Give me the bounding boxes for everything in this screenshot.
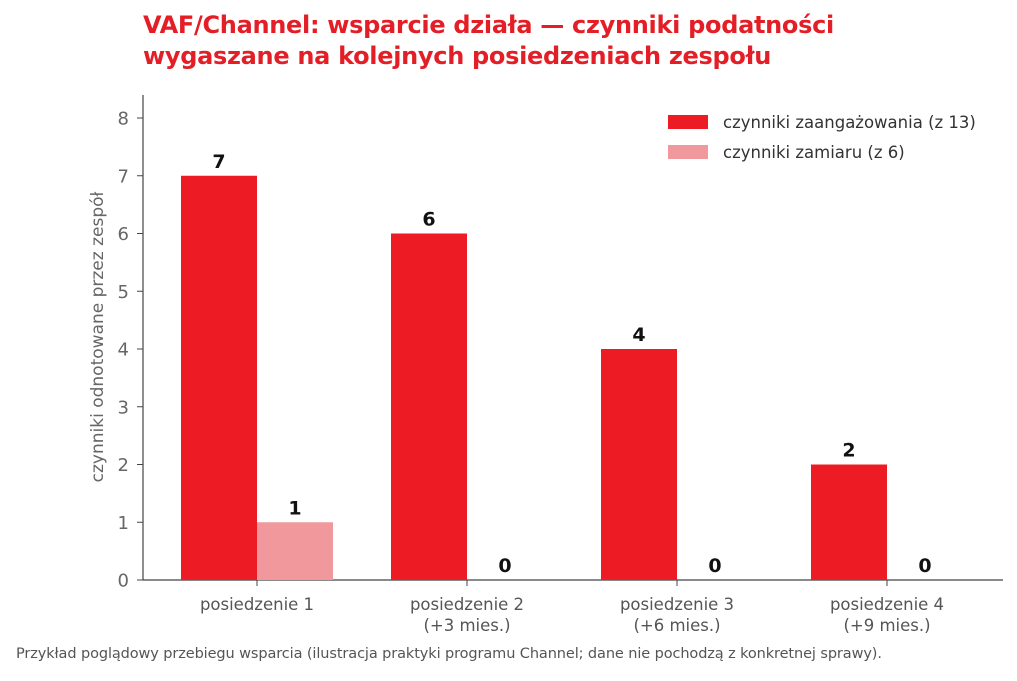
bar-engagement-4 bbox=[811, 464, 887, 580]
y-tick-label: 1 bbox=[118, 513, 129, 534]
x-tick-label: (+3 mies.) bbox=[423, 616, 510, 635]
x-tick-label: (+6 mies.) bbox=[633, 616, 720, 635]
x-tick-label: posiedzenie 4 bbox=[830, 595, 944, 614]
bar-intent-1 bbox=[257, 522, 333, 580]
legend-label: czynniki zaangażowania (z 13) bbox=[723, 113, 976, 132]
chart-title-line-2: wygaszane na kolejnych posiedzeniach zes… bbox=[143, 42, 771, 70]
bar-engagement-1 bbox=[181, 175, 257, 580]
y-tick-label: 6 bbox=[118, 224, 129, 245]
legend-swatch bbox=[668, 145, 708, 159]
data-label: 0 bbox=[918, 555, 931, 577]
x-tick-label: (+9 mies.) bbox=[843, 616, 930, 635]
y-tick-label: 0 bbox=[118, 571, 129, 592]
chart-title: VAF/Channel: wsparcie działa — czynniki … bbox=[143, 10, 1003, 72]
data-label: 7 bbox=[212, 151, 225, 173]
data-label: 0 bbox=[498, 555, 511, 577]
data-label: 0 bbox=[708, 555, 721, 577]
y-tick-label: 7 bbox=[118, 166, 129, 187]
data-label: 6 bbox=[422, 209, 435, 231]
legend-label: czynniki zamiaru (z 6) bbox=[723, 143, 905, 162]
bar-engagement-3 bbox=[601, 349, 677, 580]
footnote: Przykład poglądowy przebiegu wsparcia (i… bbox=[16, 646, 882, 662]
data-label: 4 bbox=[632, 324, 645, 346]
bar-engagement-2 bbox=[391, 233, 467, 580]
data-label: 2 bbox=[842, 440, 855, 462]
x-tick-label: posiedzenie 1 bbox=[200, 595, 314, 614]
chart-title-line-1: VAF/Channel: wsparcie działa — czynniki … bbox=[143, 11, 834, 39]
bar-chart: 0 1 2 3 4 5 6 7 8 czynniki odnotowane przez zespó… bbox=[88, 95, 1003, 635]
y-tick-label: 5 bbox=[118, 282, 129, 303]
legend-swatch bbox=[668, 115, 708, 129]
y-tick-label: 2 bbox=[118, 455, 129, 476]
y-tick-label: 3 bbox=[118, 397, 129, 418]
y-tick-label: 4 bbox=[118, 340, 129, 361]
x-tick-label: posiedzenie 2 bbox=[410, 595, 524, 614]
y-tick-label: 8 bbox=[118, 109, 129, 130]
data-label: 1 bbox=[288, 497, 301, 519]
y-axis-label: czynniki odnotowane przez zespół bbox=[88, 191, 108, 482]
x-tick-label: posiedzenie 3 bbox=[620, 595, 734, 614]
